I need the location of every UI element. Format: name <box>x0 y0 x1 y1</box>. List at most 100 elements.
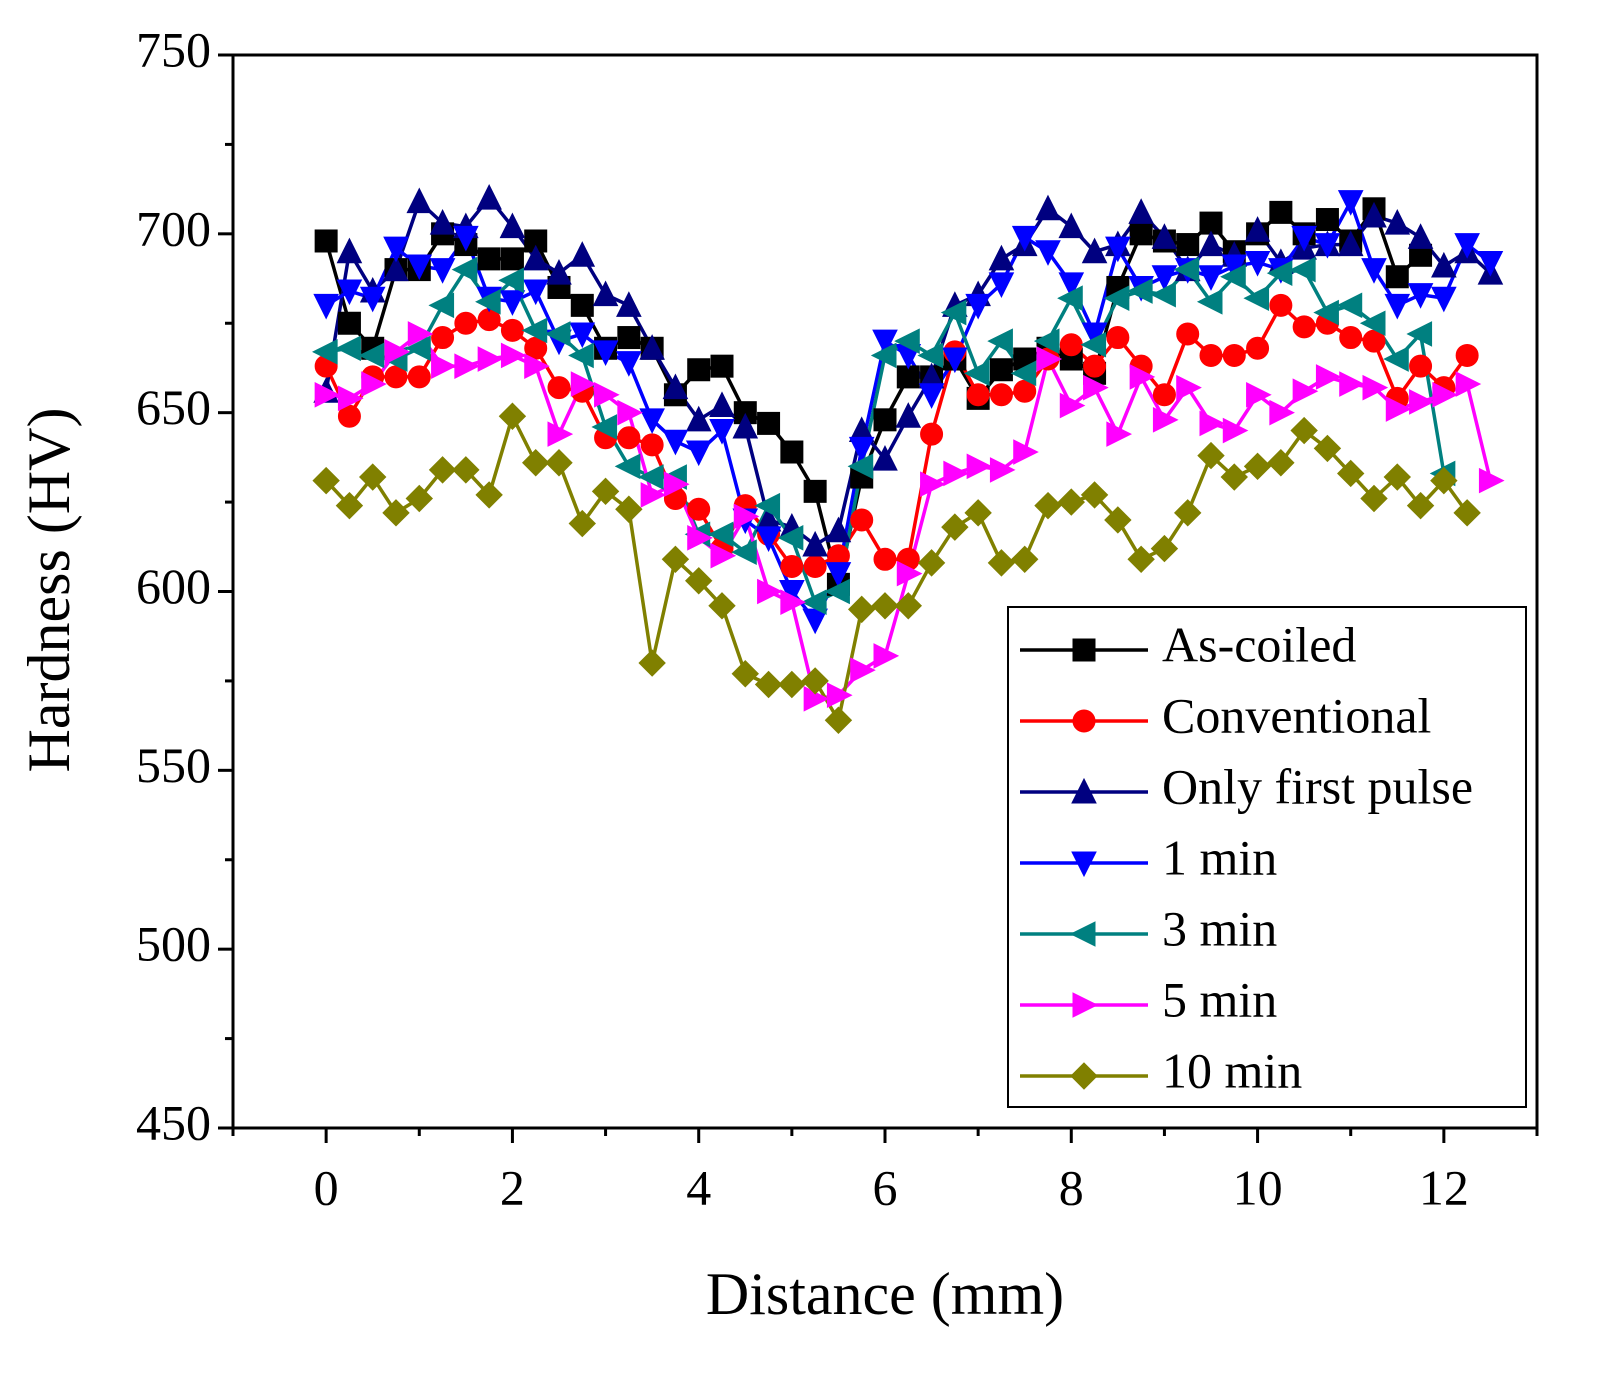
marker <box>431 353 457 379</box>
marker <box>988 244 1015 271</box>
marker <box>1035 240 1061 266</box>
marker <box>1455 343 1479 367</box>
marker <box>544 321 571 347</box>
marker <box>1083 374 1109 401</box>
marker <box>568 342 594 369</box>
marker <box>1199 343 1223 367</box>
marker <box>1337 230 1364 257</box>
y-tick-label: 750 <box>136 21 211 77</box>
marker <box>942 347 968 374</box>
marker <box>1267 449 1295 477</box>
marker <box>1011 225 1038 252</box>
marker <box>1361 258 1387 284</box>
marker <box>1176 233 1200 257</box>
marker <box>848 436 875 463</box>
marker <box>639 408 665 434</box>
marker <box>429 208 456 235</box>
marker <box>1011 545 1039 574</box>
marker <box>1246 381 1272 408</box>
marker <box>731 660 759 688</box>
marker <box>1059 392 1086 419</box>
marker <box>710 542 737 569</box>
marker <box>454 353 480 379</box>
marker <box>335 335 361 362</box>
marker <box>1010 360 1037 387</box>
marker <box>500 247 524 271</box>
marker <box>1430 466 1458 495</box>
marker <box>336 279 363 306</box>
marker <box>569 322 596 349</box>
marker <box>1269 200 1293 224</box>
marker <box>1478 467 1505 494</box>
legend-label: 10 min <box>1162 1042 1302 1098</box>
marker <box>917 342 944 369</box>
marker <box>803 554 827 578</box>
marker <box>757 411 781 435</box>
marker <box>617 399 643 426</box>
marker <box>663 471 690 498</box>
marker <box>1360 484 1388 513</box>
marker <box>825 516 852 543</box>
marker <box>1129 222 1153 246</box>
marker <box>1246 336 1270 360</box>
marker <box>824 578 850 605</box>
marker <box>592 280 619 307</box>
y-tick-label: 600 <box>136 558 211 614</box>
marker <box>594 381 620 408</box>
marker <box>1035 194 1061 221</box>
marker <box>1362 374 1389 401</box>
marker <box>1150 281 1176 308</box>
marker <box>361 371 387 397</box>
marker <box>687 358 711 382</box>
marker <box>894 592 922 620</box>
marker <box>547 376 571 400</box>
marker <box>1152 407 1179 433</box>
marker <box>1384 293 1411 320</box>
marker <box>895 402 922 428</box>
marker <box>1243 285 1270 312</box>
marker <box>687 525 713 551</box>
marker <box>1198 230 1224 257</box>
marker <box>407 321 434 347</box>
marker <box>359 463 387 491</box>
marker <box>896 560 923 587</box>
marker <box>920 422 944 446</box>
marker <box>964 499 992 527</box>
legend-label: 3 min <box>1162 900 1277 956</box>
marker <box>454 311 478 335</box>
legend-marker <box>1072 992 1099 1018</box>
marker <box>940 299 967 326</box>
marker <box>778 670 806 699</box>
marker <box>431 326 455 350</box>
marker <box>614 453 641 480</box>
x-tick-label: 0 <box>314 1159 339 1215</box>
marker <box>1432 381 1458 408</box>
marker <box>918 383 945 409</box>
marker <box>1176 374 1202 401</box>
marker <box>873 643 900 669</box>
marker <box>383 255 409 282</box>
marker <box>755 526 782 552</box>
marker <box>592 340 619 366</box>
marker <box>1174 499 1202 527</box>
marker <box>1407 223 1434 249</box>
marker <box>547 421 574 447</box>
marker <box>639 334 665 360</box>
marker <box>710 354 734 378</box>
marker <box>1409 354 1433 378</box>
marker <box>873 408 897 432</box>
marker <box>801 589 827 616</box>
marker <box>591 477 620 506</box>
marker <box>500 318 524 342</box>
marker <box>1196 288 1223 315</box>
legend-label: 1 min <box>1162 829 1277 885</box>
legend-marker <box>1072 638 1096 662</box>
marker <box>685 405 712 432</box>
marker <box>638 649 666 677</box>
marker <box>1244 216 1271 242</box>
marker <box>428 456 457 484</box>
y-tick-label: 500 <box>136 916 211 972</box>
marker <box>1431 286 1457 313</box>
marker <box>1057 285 1083 312</box>
legend-label: 5 min <box>1162 971 1277 1027</box>
